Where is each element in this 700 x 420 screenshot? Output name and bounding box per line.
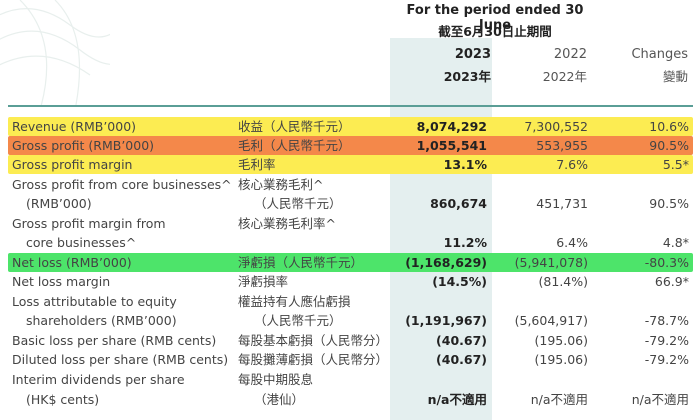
table-row-net-loss-margin: Net loss margin 淨虧損率 (14.5%) (81.4%) 66.… (8, 272, 693, 291)
row-label-en: Loss attributable to equity (12, 294, 177, 309)
col-change-cn: 變動 (662, 69, 688, 84)
row-label-cn: 權益持有人應佔虧損 (238, 294, 351, 309)
value-2022: 7,300,552 (524, 119, 588, 134)
row-label-cn: 淨虧損率 (238, 274, 289, 289)
value-2023: (1,168,629) (405, 255, 487, 270)
row-label-en: Gross profit margin (12, 157, 133, 172)
table-row-core-gross-profit: (RMB’000) （人民幣千元） 860,674 451,731 90.5% (8, 194, 693, 213)
col-change-en: Changes (631, 47, 688, 62)
header-rule (8, 105, 693, 107)
value-change: 90.5% (649, 196, 689, 211)
decorative-leaf-pattern (0, 0, 110, 105)
table-row-interim-dividend: (HK$ cents) （港仙） n/a不適用 n/a不適用 n/a不適用 (8, 390, 693, 409)
col-2023-en: 2023 (454, 47, 491, 62)
row-label-cn: 毛利（人民幣千元） (238, 138, 351, 153)
table-row-basic-lps: Basic loss per share (RMB cents) 每股基本虧損（… (8, 331, 693, 350)
row-label-en: Net loss margin (12, 274, 111, 289)
current-year-column-band (390, 38, 492, 420)
value-2022: (5,604,917) (514, 313, 588, 328)
value-2023: n/a不適用 (427, 392, 487, 407)
table-row-revenue: Revenue (RMB’000) 收益（人民幣千元） 8,074,292 7,… (8, 117, 693, 136)
value-2022: (195.06) (534, 352, 589, 367)
value-2022: 553,955 (536, 138, 588, 153)
value-2022: n/a不適用 (530, 392, 588, 407)
row-label-en: (RMB’000) (26, 196, 92, 211)
value-change: 90.5% (649, 138, 689, 153)
value-2023: 860,674 (430, 196, 487, 211)
period-title-cn: 截至6月30日止期間 (438, 24, 552, 39)
table-row-loss-attributable: shareholders (RMB’000) （人民幣千元） (1,191,96… (8, 311, 693, 330)
value-2023: 8,074,292 (416, 119, 487, 134)
row-label-cn: 每股攤薄虧損（人民幣分） (238, 352, 389, 367)
value-2022: 451,731 (536, 196, 588, 211)
value-2023: 11.2% (443, 235, 487, 250)
row-label-cn: 每股基本虧損（人民幣分） (238, 333, 389, 348)
value-change: 4.8* (662, 235, 689, 250)
table-row-gross-profit: Gross profit (RMB’000) 毛利（人民幣千元） 1,055,5… (8, 136, 693, 155)
table-row-interim-dividend-label: Interim dividends per share 每股中期股息 (8, 370, 693, 389)
row-label-en: Gross profit (RMB’000) (12, 138, 155, 153)
value-change: n/a不適用 (631, 392, 689, 407)
row-label-cn: 核心業務毛利率^ (238, 216, 336, 231)
value-change: 10.6% (649, 119, 689, 134)
row-label-cn: 毛利率 (238, 157, 276, 172)
col-2022-cn: 2022年 (542, 69, 587, 84)
value-2022: 6.4% (556, 235, 588, 250)
col-2022-en: 2022 (553, 47, 587, 62)
row-label-en: shareholders (RMB’000) (26, 313, 177, 328)
row-label-en: Revenue (RMB’000) (12, 119, 137, 134)
value-change: 5.5* (662, 157, 689, 172)
row-label-en: Basic loss per share (RMB cents) (12, 333, 217, 348)
row-label-cn: （港仙） (254, 392, 305, 407)
row-label-cn: 核心業務毛利^ (238, 177, 324, 192)
row-label-en: Net loss (RMB’000) (12, 255, 132, 270)
row-label-en: (HK$ cents) (26, 392, 100, 407)
row-label-cn: 收益（人民幣千元） (238, 119, 351, 134)
row-label-en: Gross profit from core businesses^ (12, 177, 232, 192)
table-row-net-loss: Net loss (RMB’000) 淨虧損（人民幣千元） (1,168,629… (8, 253, 693, 272)
value-2023: (40.67) (436, 333, 487, 348)
value-2022: (81.4%) (538, 274, 588, 289)
value-2023: 1,055,541 (416, 138, 487, 153)
period-title-en: For the period ended 30 June (406, 3, 584, 33)
table-row-core-margin: core businesses^ 11.2% 6.4% 4.8* (8, 233, 693, 252)
row-label-cn: 每股中期股息 (238, 372, 314, 387)
value-2023: (14.5%) (432, 274, 487, 289)
value-change: -78.7% (644, 313, 689, 328)
row-label-en: Diluted loss per share (RMB cents) (12, 352, 229, 367)
value-change: -79.2% (644, 352, 689, 367)
row-label-cn: （人民幣千元） (254, 313, 342, 328)
value-change: 66.9* (654, 274, 689, 289)
table-row-loss-attributable-label: Loss attributable to equity 權益持有人應佔虧損 (8, 292, 693, 311)
table-row-diluted-lps: Diluted loss per share (RMB cents) 每股攤薄虧… (8, 350, 693, 369)
row-label-cn: （人民幣千元） (254, 196, 342, 211)
value-change: -79.2% (644, 333, 689, 348)
row-label-en: Interim dividends per share (12, 372, 185, 387)
value-2023: (40.67) (436, 352, 487, 367)
value-2022: (5,941,078) (514, 255, 588, 270)
value-2023: 13.1% (443, 157, 487, 172)
value-change: -80.3% (644, 255, 689, 270)
value-2022: 7.6% (556, 157, 588, 172)
col-2023-cn: 2023年 (443, 69, 491, 84)
row-label-en: Gross profit margin from (12, 216, 166, 231)
value-2022: (195.06) (534, 333, 589, 348)
table-row-core-gross-profit-label: Gross profit from core businesses^ 核心業務毛… (8, 175, 693, 194)
table-row-gross-profit-margin: Gross profit margin 毛利率 13.1% 7.6% 5.5* (8, 155, 693, 174)
table-row-core-margin-label: Gross profit margin from 核心業務毛利率^ (8, 214, 693, 233)
row-label-cn: 淨虧損（人民幣千元） (238, 255, 364, 270)
value-2023: (1,191,967) (405, 313, 487, 328)
row-label-en: core businesses^ (26, 235, 137, 250)
